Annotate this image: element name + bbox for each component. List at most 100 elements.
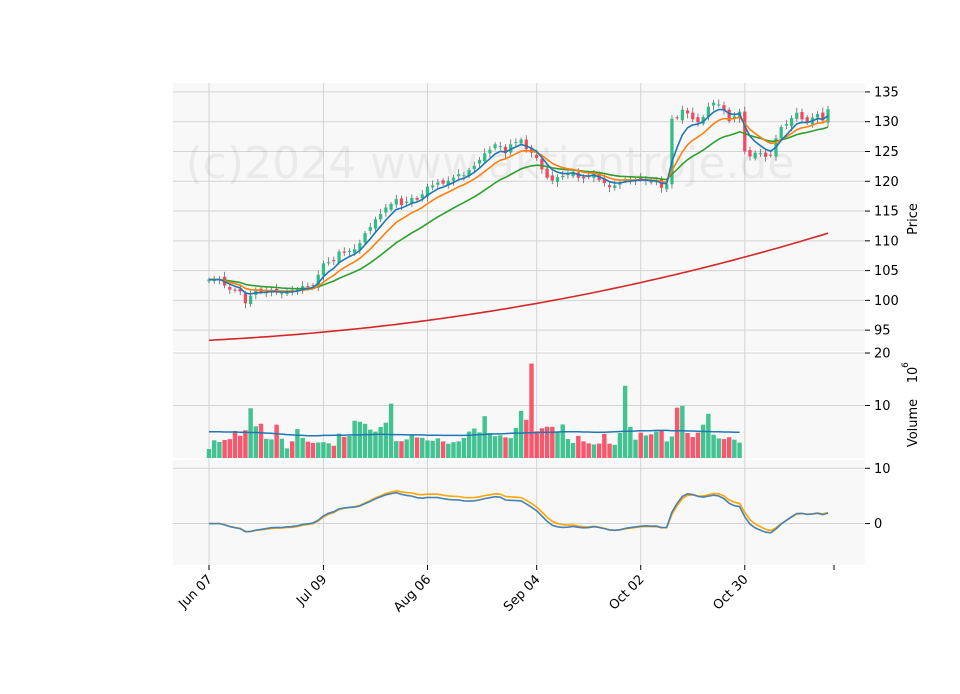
price-tick-label: 125 [874, 145, 899, 160]
volume-bar [524, 419, 529, 458]
ma-200-line [208, 232, 829, 342]
candle-body [717, 104, 721, 106]
panel-background [173, 460, 865, 565]
volume-bar [550, 426, 555, 458]
candlestick [342, 247, 346, 257]
candlestick [431, 180, 435, 191]
volume-tick-label: 20 [874, 347, 891, 362]
candlestick [691, 107, 695, 123]
candle-body [509, 144, 513, 153]
volume-bar [643, 435, 649, 458]
candlestick [233, 287, 237, 293]
candle-body [514, 141, 518, 143]
x-tick-label: Oct 02 [606, 572, 647, 613]
volume-bar [508, 438, 513, 458]
candle-body [743, 111, 747, 152]
candle-body [732, 116, 736, 119]
volume-bar [581, 441, 586, 458]
volume-bar [477, 432, 482, 458]
candle-body [571, 171, 575, 177]
candle-body [779, 127, 783, 139]
candle-body [420, 194, 424, 199]
x-tick-label: Sep 04 [501, 572, 544, 615]
candlestick [332, 256, 336, 266]
candle-body [524, 139, 528, 150]
volume-bar [461, 437, 467, 458]
candle-body [425, 186, 430, 197]
volume-bar [305, 441, 311, 458]
candlestick [498, 141, 502, 150]
volume-bar [503, 437, 508, 458]
price-axis-label: Price [906, 203, 921, 235]
volume-bar [388, 403, 394, 458]
candle-body [581, 176, 586, 179]
candle-body [789, 118, 794, 127]
candle-body [763, 152, 768, 157]
price-tick-label: 105 [874, 264, 899, 279]
volume-bar [310, 442, 316, 458]
candle-body [436, 182, 440, 185]
volume-bar [602, 433, 607, 458]
volume-axis-label: Volume [906, 399, 921, 447]
volume-bar [721, 439, 727, 458]
candle-body [405, 201, 409, 203]
volume-bar [446, 443, 451, 458]
candle-body [701, 116, 705, 124]
candlestick [701, 114, 705, 126]
candlestick [717, 99, 721, 108]
candle-body [483, 153, 487, 162]
volume-bar [237, 435, 243, 458]
volume-bar [399, 441, 404, 458]
candlestick [379, 209, 383, 223]
volume-bar [206, 449, 212, 458]
candle-body [467, 169, 471, 177]
ma-short-line [208, 108, 829, 295]
candle-body [618, 183, 622, 185]
candle-body [545, 168, 549, 178]
candle-body [555, 177, 560, 183]
candle-body [815, 113, 820, 118]
candle-body [295, 289, 300, 291]
candle-body [207, 279, 211, 282]
volume-bar [737, 442, 742, 458]
candle-body [493, 144, 497, 149]
candle-body [410, 197, 414, 203]
x-tick-label: Jun 07 [176, 572, 216, 612]
volume-bar [425, 440, 430, 458]
candle-body [472, 165, 476, 170]
volume-bar [622, 385, 628, 458]
volume-bar [290, 441, 295, 458]
volume-bar [253, 426, 259, 458]
price-tick-label: 110 [874, 234, 899, 249]
volume-bar [284, 448, 290, 458]
candle-body [691, 112, 695, 120]
ma-mid-line [208, 116, 829, 293]
volume-bar [269, 439, 274, 458]
candle-body [342, 251, 346, 253]
candle-body [358, 243, 362, 250]
volume-bar [669, 436, 675, 458]
candle-body [368, 227, 372, 231]
volume-bar [331, 445, 337, 458]
candlestick [394, 194, 398, 209]
volume-bar [264, 438, 269, 458]
candlestick [566, 170, 570, 179]
candle-body [327, 262, 331, 264]
volume-bar [544, 426, 550, 458]
candlestick [327, 257, 331, 266]
watermark-text: (c)2024 www.aktientroje.de [186, 138, 795, 189]
x-tick-label: Aug 06 [391, 572, 434, 615]
volume-bar [711, 434, 716, 458]
candlestick [493, 142, 497, 151]
panel-background [173, 83, 865, 351]
volume-bar [570, 442, 576, 458]
candle-body [431, 185, 435, 188]
candle-body [602, 178, 606, 184]
candlestick [763, 149, 768, 162]
volume-bar [586, 443, 591, 458]
candlestick [722, 101, 726, 115]
volume-bar [607, 443, 612, 458]
candle-body [769, 154, 773, 156]
candle-body [519, 139, 523, 144]
volume-bar [373, 431, 378, 458]
